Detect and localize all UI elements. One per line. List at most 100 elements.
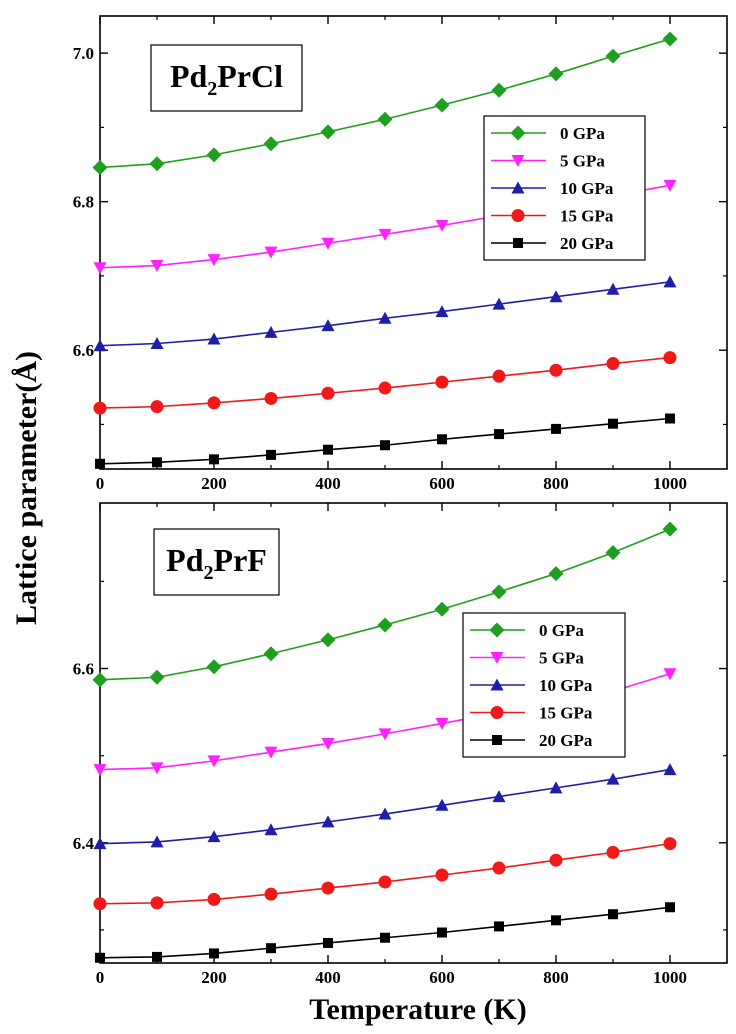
panel-title-box: [150, 44, 303, 112]
data-point: [207, 892, 221, 906]
legend: 0 GPa 5 GPa 10 GPa 15 GPa 20 GPa: [462, 612, 626, 758]
data-point: [92, 672, 108, 688]
legend-label: 20 GPa: [539, 731, 593, 750]
series-10-gpa: [93, 763, 677, 850]
data-point: [663, 275, 677, 288]
legend-entry: 10 GPa: [470, 676, 593, 695]
data-point: [264, 746, 278, 759]
data-point: [606, 282, 620, 295]
data-point: [93, 897, 107, 911]
data-point: [263, 646, 279, 662]
data-point: [492, 369, 506, 383]
data-point: [264, 246, 278, 259]
data-point: [149, 669, 165, 685]
data-point: [663, 763, 677, 776]
data-point: [435, 717, 449, 730]
data-point: [437, 927, 447, 938]
x-tick-label: 200: [201, 474, 227, 493]
data-point: [150, 896, 164, 910]
data-point: [605, 545, 621, 561]
legend-marker: [490, 652, 504, 664]
data-point: [264, 391, 278, 405]
data-point: [93, 401, 107, 415]
x-tick-label: 400: [315, 968, 341, 987]
data-point: [378, 381, 392, 395]
legend-entry: 15 GPa: [491, 207, 614, 226]
data-point: [494, 921, 504, 932]
data-point: [437, 434, 447, 445]
data-point: [266, 449, 276, 460]
data-point: [435, 798, 449, 811]
data-point: [321, 386, 335, 400]
data-point: [435, 868, 449, 882]
data-point: [435, 219, 449, 232]
data-point: [209, 948, 219, 959]
data-point: [380, 932, 390, 943]
data-point: [207, 396, 221, 410]
panel-title: Pd2PrF: [166, 542, 267, 584]
data-point: [320, 124, 336, 140]
x-tick-label: 0: [96, 474, 105, 493]
legend-marker: [513, 238, 523, 248]
data-point: [491, 82, 507, 98]
legend-label: 20 GPa: [560, 234, 614, 253]
data-point: [93, 339, 107, 352]
series-line: [99, 906, 671, 959]
legend-marker: [511, 155, 525, 167]
data-point: [321, 237, 335, 250]
chart-panel-1: 0 200 400 600 800 1000 6.6 6.8 7.0 Pd2PrCl 0 GPa 5 …: [73, 15, 728, 493]
y-tick-label: 6.6: [73, 341, 94, 360]
data-point: [320, 632, 336, 648]
data-point: [606, 772, 620, 785]
y-tick-label: 7.0: [73, 44, 94, 63]
legend-marker: [489, 622, 505, 638]
legend-label: 0 GPa: [539, 621, 584, 640]
x-tick-label: 800: [543, 474, 569, 493]
panel-title-suffix: PrCl: [217, 58, 283, 94]
legend-marker: [511, 181, 525, 194]
data-point: [662, 31, 678, 47]
data-point: [92, 159, 108, 175]
x-tick-label: 600: [429, 968, 455, 987]
data-point: [492, 297, 506, 310]
data-point: [606, 845, 620, 859]
series-15-gpa: [93, 351, 677, 415]
legend-label: 10 GPa: [539, 676, 593, 695]
legend-label: 15 GPa: [539, 704, 593, 723]
data-point: [93, 262, 107, 275]
data-point: [321, 737, 335, 750]
data-point: [549, 290, 563, 303]
panel-title-subscript: 2: [207, 78, 217, 100]
x-tick-label: 1000: [653, 474, 687, 493]
data-point: [551, 423, 561, 434]
data-point: [662, 521, 678, 537]
data-point: [149, 156, 165, 172]
data-point: [435, 305, 449, 318]
y-tick-label: 6.4: [73, 834, 95, 853]
data-point: [207, 830, 221, 843]
x-tick-label: 0: [96, 968, 105, 987]
data-point: [549, 363, 563, 377]
data-point: [93, 837, 107, 850]
y-tick-label: 6.8: [73, 193, 94, 212]
series-20-gpa: [95, 413, 675, 469]
data-point: [150, 400, 164, 414]
data-point: [206, 659, 222, 675]
legend-entry: 20 GPa: [470, 731, 593, 750]
data-point: [548, 566, 564, 582]
data-point: [378, 228, 392, 241]
data-point: [321, 815, 335, 828]
series-0-gpa: [92, 521, 678, 688]
legend-label: 10 GPa: [560, 179, 614, 198]
legend: 0 GPa 5 GPa 10 GPa 15 GPa 20 GPa: [483, 115, 646, 261]
data-point: [207, 332, 221, 345]
data-point: [150, 835, 164, 848]
data-point: [663, 351, 677, 365]
data-point: [264, 823, 278, 836]
data-point: [665, 413, 675, 424]
legend-label: 0 GPa: [560, 124, 605, 143]
legend-label: 5 GPa: [539, 649, 584, 668]
data-point: [321, 319, 335, 332]
data-point: [378, 875, 392, 889]
